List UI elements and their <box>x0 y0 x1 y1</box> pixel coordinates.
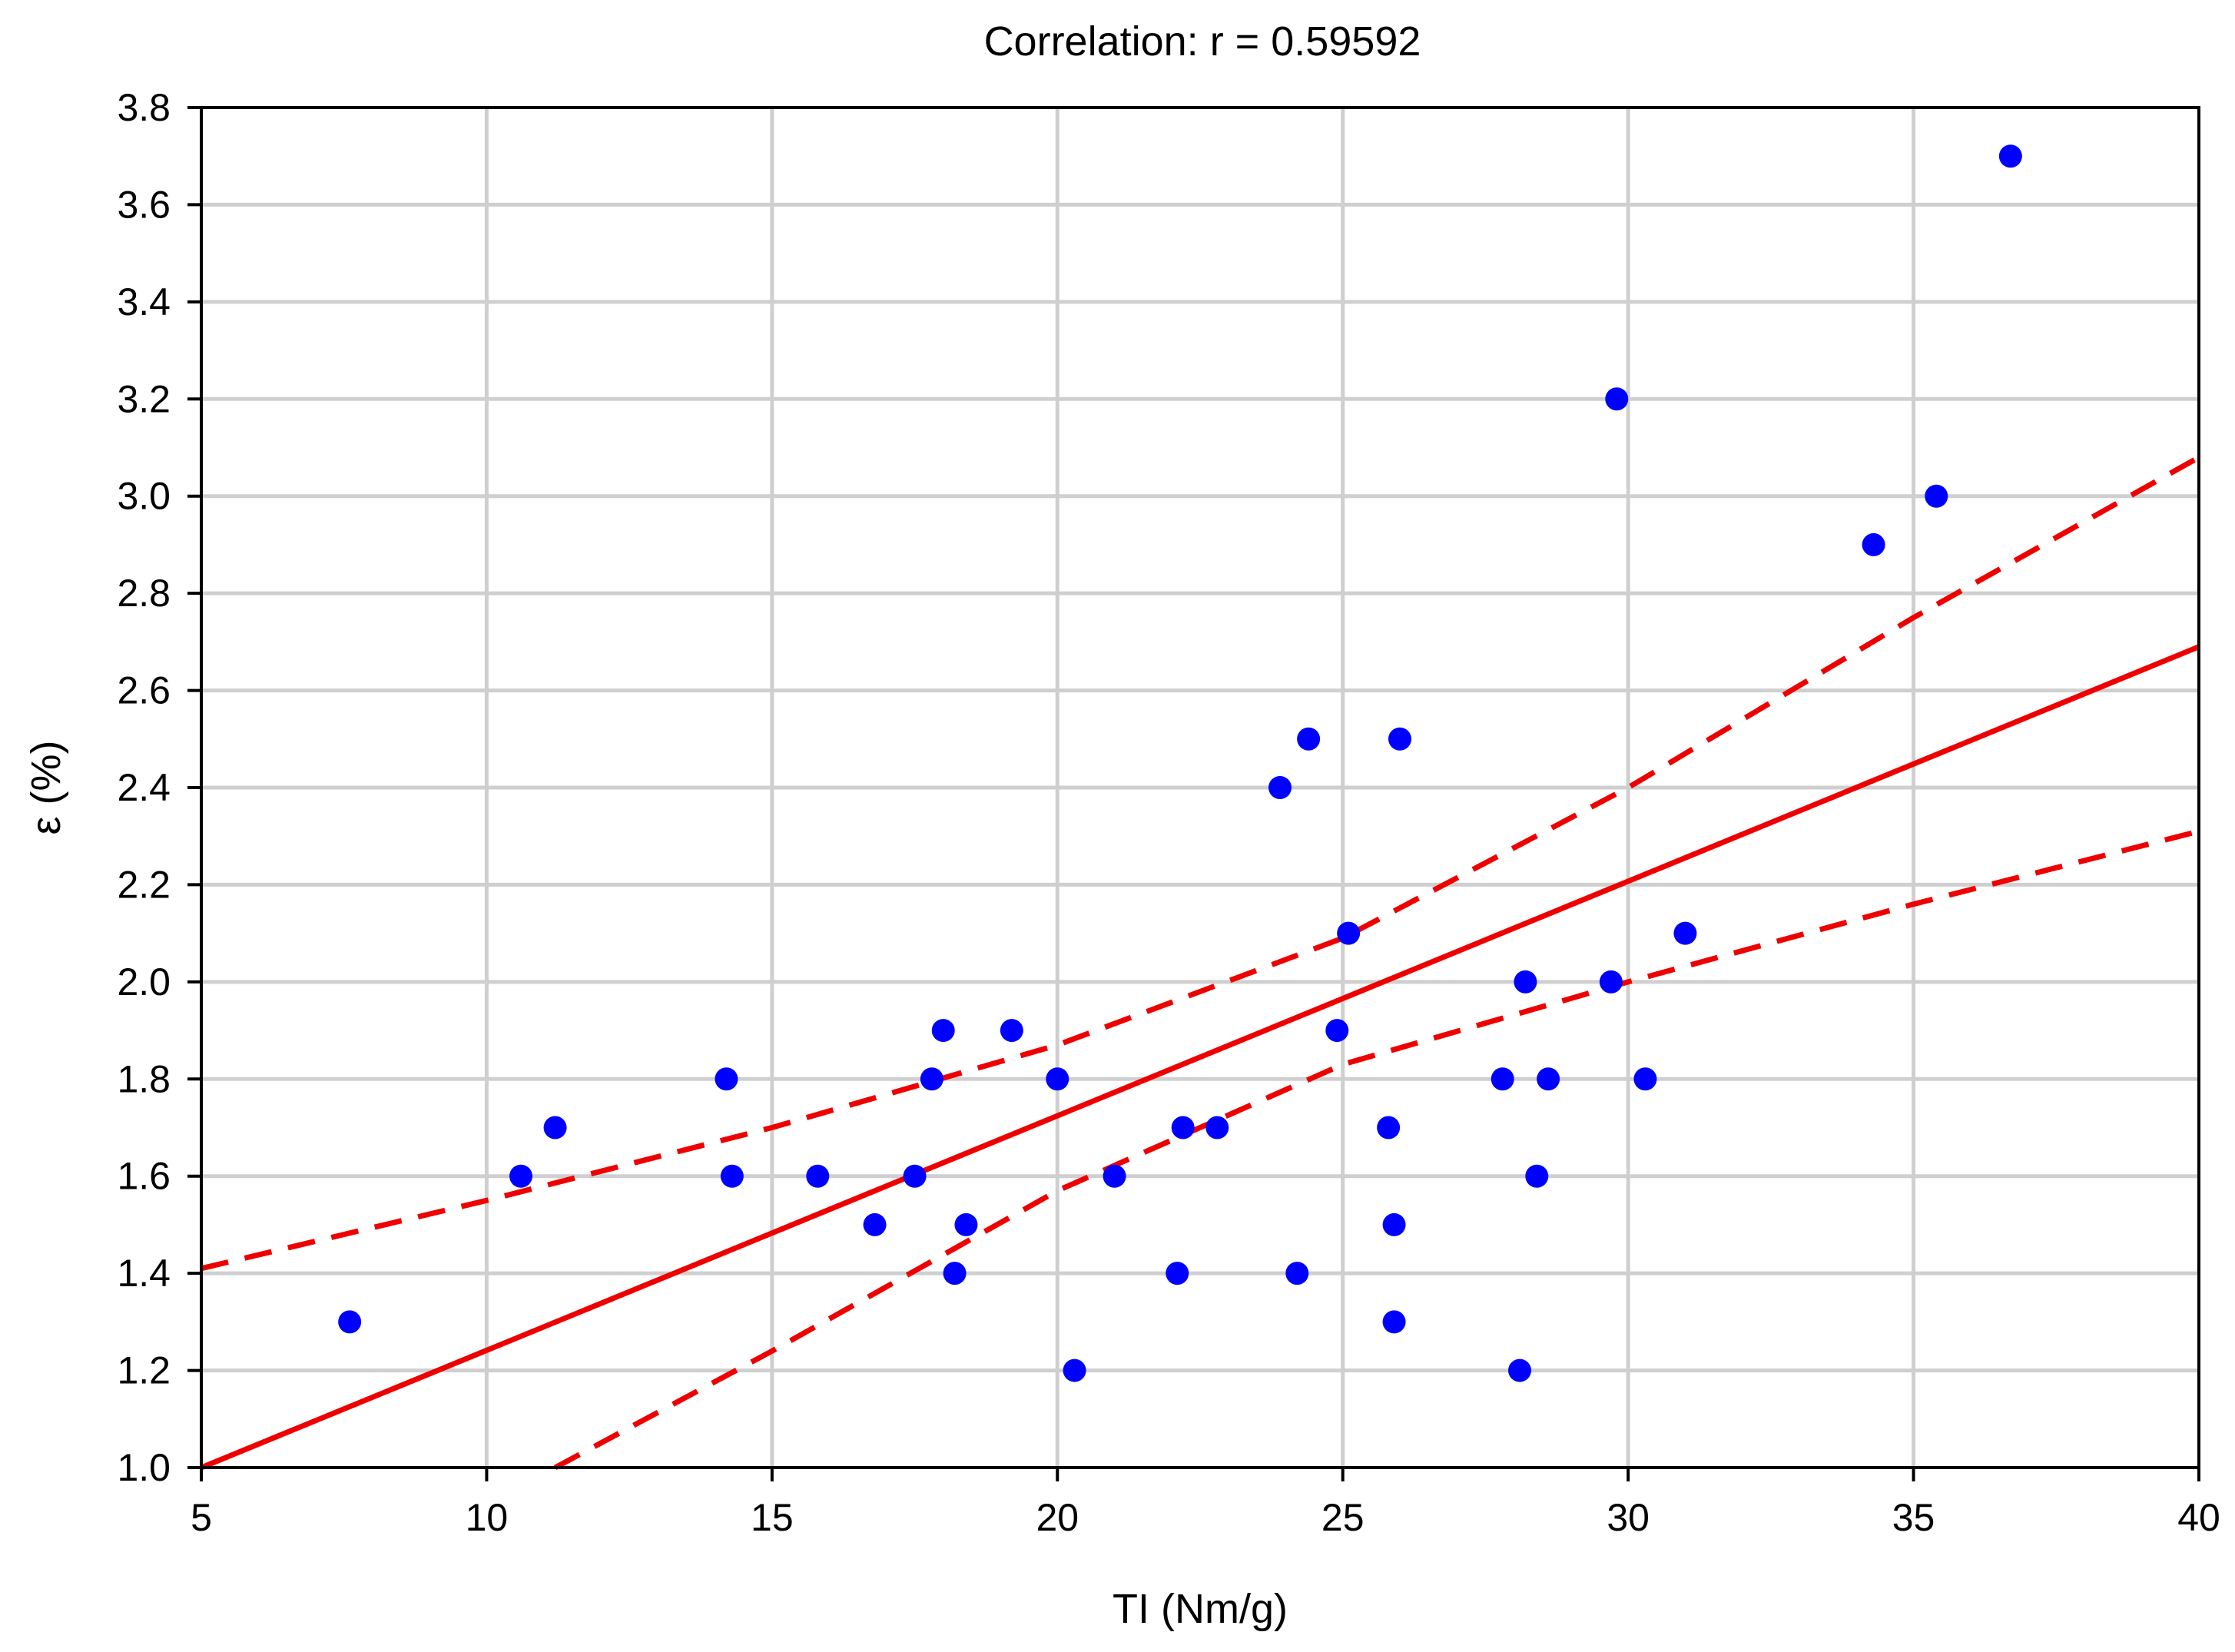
data-point <box>1268 776 1292 799</box>
data-point <box>715 1067 738 1091</box>
x-tick-label: 15 <box>751 1496 794 1539</box>
data-point <box>1325 1019 1349 1043</box>
data-point <box>1171 1116 1195 1139</box>
data-point <box>1382 1212 1406 1236</box>
data-point <box>1337 921 1361 945</box>
x-tick-label: 40 <box>2177 1496 2220 1539</box>
y-tick-label: 3.0 <box>117 475 171 518</box>
data-point <box>720 1164 744 1188</box>
y-tick-label: 1.0 <box>117 1446 171 1489</box>
data-point <box>1388 727 1411 751</box>
data-point <box>1285 1262 1309 1285</box>
data-point <box>543 1116 567 1139</box>
data-point <box>1925 484 1948 508</box>
x-axis-label: TI (Nm/g) <box>1113 1586 1288 1632</box>
data-point <box>1205 1116 1229 1139</box>
y-tick-label: 1.6 <box>117 1155 171 1198</box>
y-tick-label: 2.0 <box>117 960 171 1003</box>
data-point <box>1537 1067 1560 1091</box>
data-point <box>920 1067 943 1091</box>
data-point <box>338 1310 362 1334</box>
data-point <box>806 1164 830 1188</box>
y-tick-label: 1.8 <box>117 1057 171 1100</box>
data-point <box>863 1212 887 1236</box>
x-tick-label: 35 <box>1892 1496 1935 1539</box>
y-tick-label: 1.4 <box>117 1252 171 1295</box>
confidence-band-layer <box>201 455 2200 1471</box>
data-point <box>1046 1067 1069 1091</box>
y-tick-label: 3.2 <box>117 377 171 420</box>
data-point <box>1166 1262 1189 1285</box>
data-point <box>1297 727 1321 751</box>
x-tick-label: 5 <box>191 1496 212 1539</box>
data-point <box>903 1164 927 1188</box>
data-point <box>1508 1358 1531 1382</box>
data-point <box>1525 1164 1549 1188</box>
y-tick-label: 2.2 <box>117 863 171 906</box>
y-tick-label: 3.4 <box>117 280 171 323</box>
y-tick-label: 2.4 <box>117 766 171 809</box>
y-tick-label: 3.8 <box>117 86 171 129</box>
x-tick-label: 20 <box>1036 1496 1079 1539</box>
data-point <box>1633 1067 1657 1091</box>
y-tick-label: 2.6 <box>117 669 171 712</box>
y-tick-label: 2.8 <box>117 572 171 615</box>
data-point <box>1000 1019 1023 1043</box>
y-axis-label: ε (%) <box>23 740 69 834</box>
data-point <box>1673 921 1697 945</box>
chart-title: Correlation: r = 0.59592 <box>984 18 1421 65</box>
confidence-upper-line <box>201 455 2200 1272</box>
grid-layer <box>201 108 2199 1468</box>
data-point <box>1599 970 1623 994</box>
data-point <box>1103 1164 1126 1188</box>
data-point <box>509 1164 532 1188</box>
data-point <box>1063 1358 1086 1382</box>
y-tick-labels: 1.0 1.2 1.4 1.6 1.8 2.0 2.2 2.4 2.6 2.8 3.0 3.2 3.4 3… <box>117 86 201 1489</box>
data-point <box>1491 1067 1514 1091</box>
confidence-lower-line <box>553 828 2200 1471</box>
data-point <box>1514 970 1537 994</box>
x-tick-label: 10 <box>466 1496 509 1539</box>
y-tick-label: 1.2 <box>117 1349 171 1392</box>
fit-line-layer <box>200 644 2200 1471</box>
x-tick-label: 30 <box>1607 1496 1650 1539</box>
data-point <box>1998 144 2022 168</box>
regression-line <box>200 644 2200 1471</box>
data-point <box>1862 532 1885 556</box>
data-point <box>1382 1310 1406 1334</box>
x-tick-label: 25 <box>1321 1496 1365 1539</box>
x-tick-labels: 5 10 15 20 25 30 35 40 <box>191 1468 2220 1539</box>
data-point <box>943 1262 967 1285</box>
data-point <box>954 1212 978 1236</box>
data-point <box>1377 1116 1401 1139</box>
data-point <box>931 1019 955 1043</box>
data-points-layer <box>338 144 2022 1382</box>
y-tick-label: 3.6 <box>117 183 171 226</box>
data-point <box>1605 387 1629 411</box>
